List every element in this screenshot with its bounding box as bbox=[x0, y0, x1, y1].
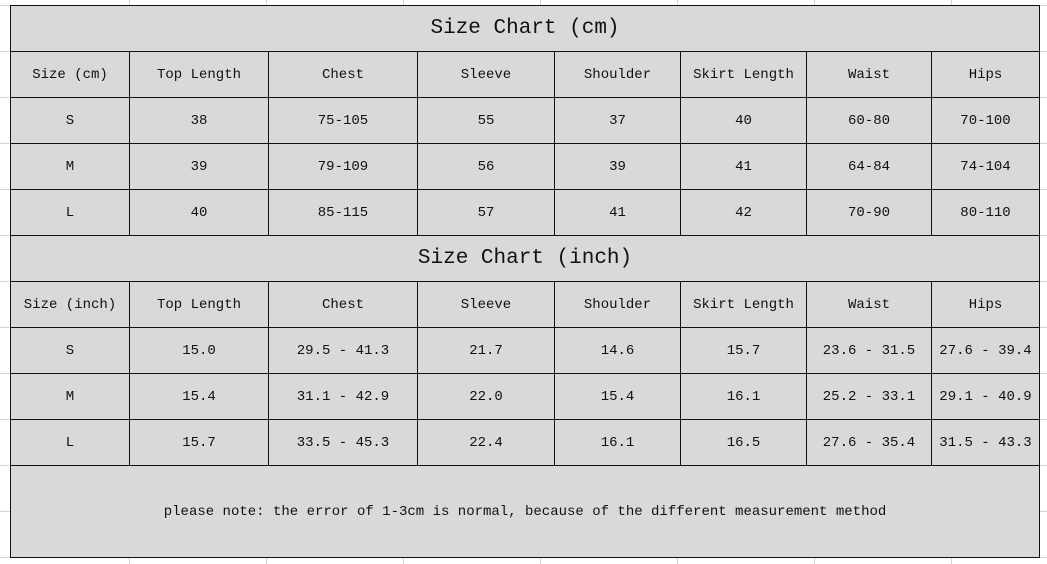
table-cell: 22.4 bbox=[417, 419, 555, 466]
column-header: Chest bbox=[268, 51, 418, 98]
column-header: Waist bbox=[806, 51, 932, 98]
table-row: L 40 85-115 57 41 42 70-90 80-110 bbox=[10, 189, 1041, 236]
table-cell: 16.5 bbox=[680, 419, 807, 466]
title-row: Size Chart (inch) bbox=[9, 235, 1041, 282]
header-row: Size (inch) Top Length Chest Sleeve Shoulder… bbox=[10, 281, 1041, 328]
table-cell: 23.6 - 31.5 bbox=[806, 327, 932, 374]
table-cell: 16.1 bbox=[680, 373, 807, 420]
column-header: Waist bbox=[806, 281, 932, 328]
table-cell: S bbox=[10, 327, 130, 374]
column-header: Shoulder bbox=[554, 281, 681, 328]
table-cell: 40 bbox=[680, 97, 807, 144]
table-cell: 39 bbox=[554, 143, 681, 190]
column-header: Sleeve bbox=[417, 281, 555, 328]
table-cell: 16.1 bbox=[554, 419, 681, 466]
table-cell: 25.2 - 33.1 bbox=[806, 373, 932, 420]
table-cell: 31.1 - 42.9 bbox=[268, 373, 418, 420]
table-cell: 15.7 bbox=[680, 327, 807, 374]
table-cell: 38 bbox=[129, 97, 269, 144]
column-header: Top Length bbox=[129, 51, 269, 98]
column-header: Hips bbox=[930, 281, 1041, 328]
column-header: Shoulder bbox=[554, 51, 681, 98]
column-header: Size (inch) bbox=[10, 281, 130, 328]
table-cell: 39 bbox=[129, 143, 269, 190]
column-header: Chest bbox=[268, 281, 418, 328]
column-header: Skirt Length bbox=[680, 281, 807, 328]
table-cell: 27.6 - 35.4 bbox=[806, 419, 932, 466]
table-cell: S bbox=[10, 97, 130, 144]
table-cell: 41 bbox=[554, 189, 681, 236]
chart-title: Size Chart (cm) bbox=[9, 5, 1041, 52]
table-cell: 21.7 bbox=[417, 327, 555, 374]
table-cell: 60-80 bbox=[806, 97, 932, 144]
chart-title: Size Chart (inch) bbox=[9, 235, 1041, 282]
table-cell: 80-110 bbox=[930, 189, 1041, 236]
table-cell: M bbox=[10, 143, 130, 190]
table-row: S 15.0 29.5 - 41.3 21.7 14.6 15.7 23.6 - 31.5 2… bbox=[10, 327, 1041, 374]
table-cell: L bbox=[10, 419, 130, 466]
table-cell: 15.4 bbox=[554, 373, 681, 420]
table-row: L 15.7 33.5 - 45.3 22.4 16.1 16.5 27.6 - 35.4 3… bbox=[10, 419, 1041, 466]
table-cell: 79-109 bbox=[268, 143, 418, 190]
column-header: Size (cm) bbox=[10, 51, 130, 98]
table-row: S 38 75-105 55 37 40 60-80 70-100 bbox=[10, 97, 1041, 144]
table-cell: 27.6 - 39.4 bbox=[930, 327, 1041, 374]
column-header: Sleeve bbox=[417, 51, 555, 98]
header-row: Size (cm) Top Length Chest Sleeve Shoulder Sk… bbox=[10, 51, 1041, 98]
table-cell: 56 bbox=[417, 143, 555, 190]
table-cell: 55 bbox=[417, 97, 555, 144]
table-cell: 29.5 - 41.3 bbox=[268, 327, 418, 374]
table-cell: L bbox=[10, 189, 130, 236]
table-cell: 41 bbox=[680, 143, 807, 190]
table-cell: 64-84 bbox=[806, 143, 932, 190]
title-row: Size Chart (cm) bbox=[9, 5, 1041, 52]
table-cell: 22.0 bbox=[417, 373, 555, 420]
column-header: Top Length bbox=[129, 281, 269, 328]
table-cell: 31.5 - 43.3 bbox=[930, 419, 1041, 466]
table-cell: 37 bbox=[554, 97, 681, 144]
table-cell: 70-100 bbox=[930, 97, 1041, 144]
table-cell: 40 bbox=[129, 189, 269, 236]
table-cell: 15.4 bbox=[129, 373, 269, 420]
table-cell: 70-90 bbox=[806, 189, 932, 236]
table-row: M 39 79-109 56 39 41 64-84 74-104 bbox=[10, 143, 1041, 190]
table-cell: 15.7 bbox=[129, 419, 269, 466]
column-header: Hips bbox=[930, 51, 1041, 98]
table-cell: 85-115 bbox=[268, 189, 418, 236]
size-chart-sheet: Size Chart (cm) Size (cm) Top Length Chest S… bbox=[9, 5, 1041, 558]
table-cell: M bbox=[10, 373, 130, 420]
table-cell: 14.6 bbox=[554, 327, 681, 374]
table-cell: 15.0 bbox=[129, 327, 269, 374]
table-cell: 29.1 - 40.9 bbox=[930, 373, 1041, 420]
column-header: Skirt Length bbox=[680, 51, 807, 98]
note-row: please note: the error of 1-3cm is norma… bbox=[9, 465, 1041, 558]
table-row: M 15.4 31.1 - 42.9 22.0 15.4 16.1 25.2 - 33.1 2… bbox=[10, 373, 1041, 420]
table-cell: 57 bbox=[417, 189, 555, 236]
table-cell: 33.5 - 45.3 bbox=[268, 419, 418, 466]
table-cell: 74-104 bbox=[930, 143, 1041, 190]
table-cell: 75-105 bbox=[268, 97, 418, 144]
measurement-note: please note: the error of 1-3cm is norma… bbox=[9, 465, 1041, 558]
table-cell: 42 bbox=[680, 189, 807, 236]
